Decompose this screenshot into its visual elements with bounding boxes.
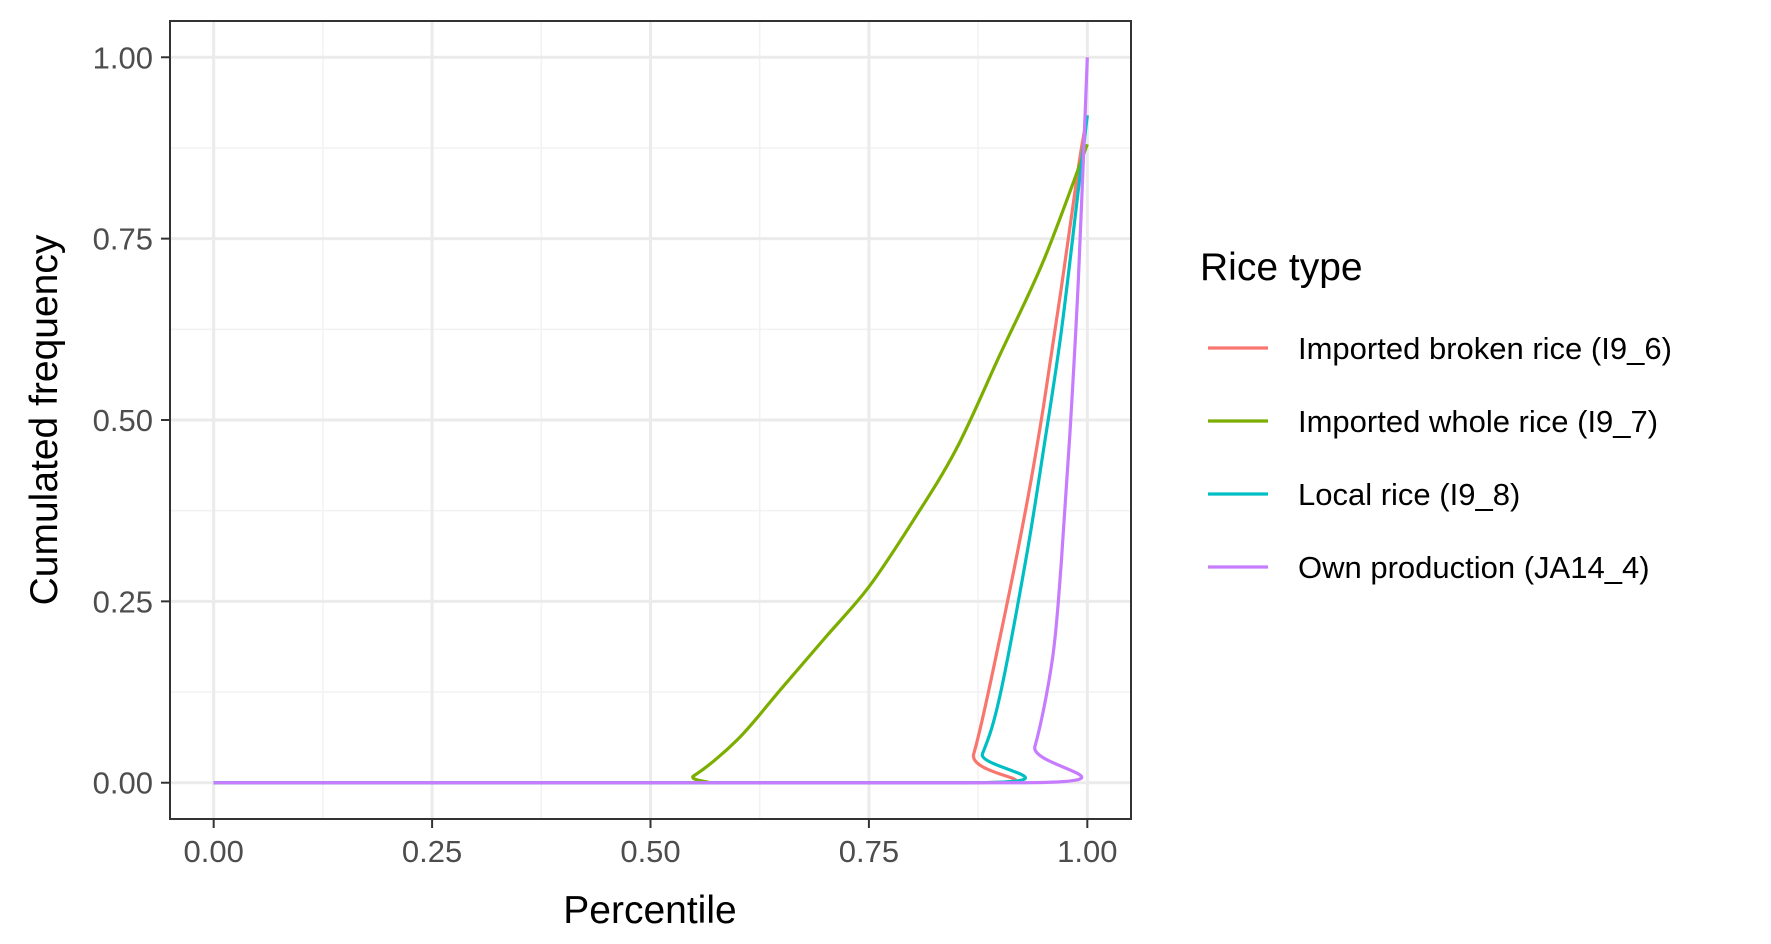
- y-tick-label: 0.00: [93, 766, 153, 801]
- y-tick-label: 0.25: [93, 584, 153, 619]
- legend-label: Imported broken rice (I9_6): [1298, 331, 1672, 366]
- x-tick-label: 1.00: [1057, 834, 1117, 869]
- x-tick-label: 0.25: [402, 834, 462, 869]
- series-line: [213, 115, 1089, 785]
- x-tick-label: 0.50: [620, 834, 680, 869]
- series-lines: [213, 57, 1089, 785]
- legend-label: Own production (JA14_4): [1298, 550, 1650, 585]
- y-tick-label: 0.50: [93, 403, 153, 438]
- legend-items: Imported broken rice (I9_6) Imported whol…: [1208, 331, 1672, 585]
- series-line: [213, 143, 1089, 785]
- x-axis: 0.00 0.25 0.50 0.75 1.00: [184, 819, 1117, 869]
- x-axis-title: Percentile: [563, 889, 736, 932]
- legend-label: Local rice (I9_8): [1298, 477, 1520, 512]
- x-tick-label: 0.75: [839, 834, 899, 869]
- legend-label: Imported whole rice (I9_7): [1298, 404, 1658, 439]
- y-tick-label: 0.75: [93, 222, 153, 257]
- x-tick-label: 0.00: [184, 834, 244, 869]
- y-axis-title: Cumulated frequency: [23, 234, 66, 605]
- series-line: [213, 115, 1089, 785]
- series-line: [213, 57, 1089, 785]
- legend: Rice type Imported broken rice (I9_6)Imp…: [1200, 246, 1672, 585]
- legend-title: Rice type: [1200, 246, 1363, 289]
- y-axis: 0.00 0.25 0.50 0.75 1.00: [93, 40, 170, 801]
- y-tick-label: 1.00: [93, 40, 153, 75]
